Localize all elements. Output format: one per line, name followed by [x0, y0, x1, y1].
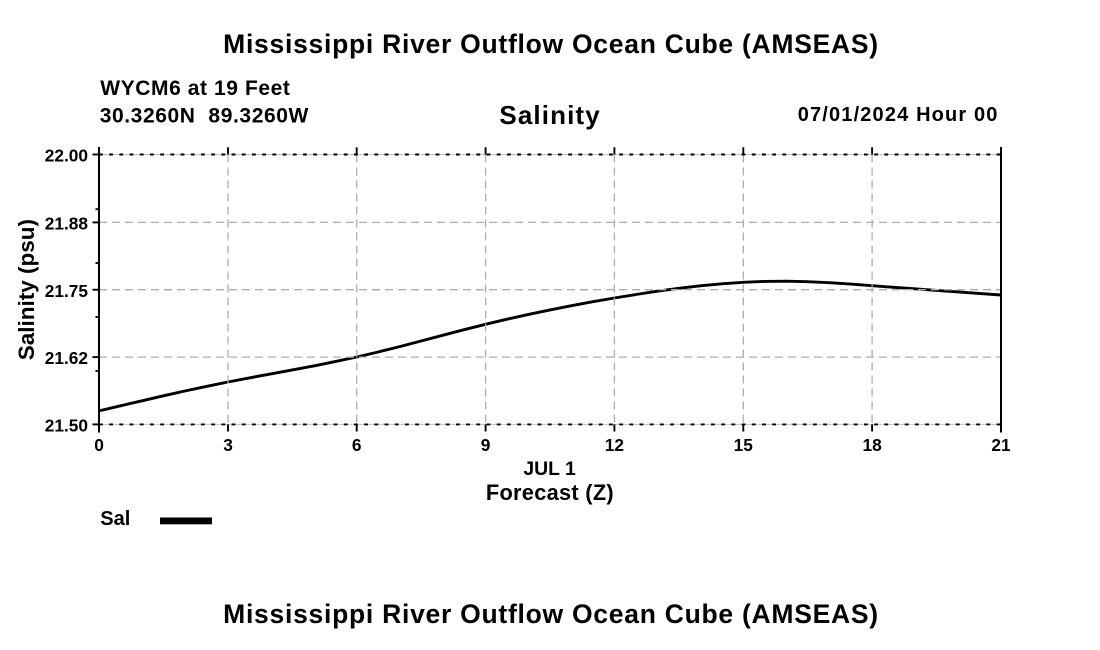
svg-text:Mississippi River Outflow Ocea: Mississippi River Outflow Ocean Cube (AM… [223, 29, 879, 59]
svg-text:21: 21 [991, 435, 1011, 455]
svg-text:Salinity: Salinity [499, 100, 600, 130]
svg-text:JUL 1: JUL 1 [523, 458, 576, 480]
svg-text:21.88: 21.88 [45, 214, 89, 234]
svg-text:Sal: Sal [100, 508, 130, 530]
svg-text:6: 6 [352, 435, 362, 455]
svg-text:Salinity (psu): Salinity (psu) [14, 219, 39, 360]
svg-text:0: 0 [94, 435, 104, 455]
svg-text:15: 15 [734, 435, 754, 455]
svg-text:22.00: 22.00 [45, 146, 88, 166]
svg-text:21.62: 21.62 [45, 348, 88, 368]
svg-text:WYCM6 at 19 Feet: WYCM6 at 19 Feet [100, 77, 290, 100]
svg-text:07/01/2024 Hour 00: 07/01/2024 Hour 00 [798, 104, 999, 126]
svg-text:30.3260N 89.3260W: 30.3260N 89.3260W [100, 105, 309, 128]
svg-text:12: 12 [605, 435, 624, 455]
svg-text:21.75: 21.75 [45, 281, 89, 301]
svg-text:9: 9 [481, 435, 491, 455]
svg-text:Mississippi River Outflow Ocea: Mississippi River Outflow Ocean Cube (AM… [223, 599, 879, 629]
svg-text:3: 3 [223, 435, 233, 455]
svg-text:21.50: 21.50 [45, 416, 88, 436]
svg-text:18: 18 [862, 435, 882, 455]
svg-text:Forecast (Z): Forecast (Z) [486, 480, 614, 505]
